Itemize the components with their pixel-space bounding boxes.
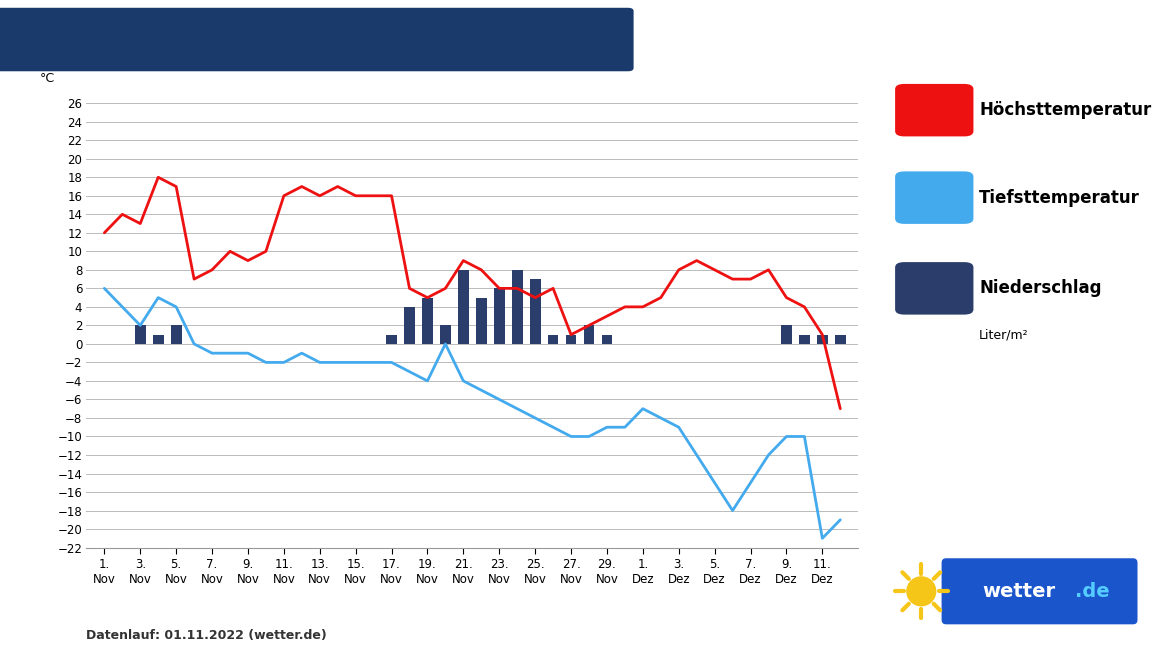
Bar: [404, 307, 415, 344]
Bar: [799, 334, 810, 344]
Bar: [835, 334, 846, 344]
Bar: [494, 288, 505, 344]
FancyBboxPatch shape: [941, 559, 1137, 624]
Bar: [601, 334, 613, 344]
Text: wetter: wetter: [983, 582, 1055, 601]
Bar: [386, 334, 397, 344]
Bar: [135, 325, 145, 344]
Bar: [817, 334, 828, 344]
Text: Höchsttemperatur: Höchsttemperatur: [979, 101, 1152, 119]
Bar: [530, 279, 540, 344]
Text: Garmisch - 42 Tage Wettertrend: Garmisch - 42 Tage Wettertrend: [12, 27, 463, 52]
Bar: [476, 297, 486, 344]
Bar: [547, 334, 559, 344]
Text: Datenlauf: 01.11.2022 (wetter.de): Datenlauf: 01.11.2022 (wetter.de): [86, 629, 327, 642]
Text: .de: .de: [1075, 582, 1109, 601]
Bar: [566, 334, 576, 344]
Text: °C: °C: [40, 72, 55, 85]
Circle shape: [907, 577, 935, 606]
Text: Niederschlag: Niederschlag: [979, 279, 1101, 297]
Bar: [170, 325, 182, 344]
Bar: [781, 325, 791, 344]
Bar: [511, 270, 523, 344]
Bar: [440, 325, 450, 344]
Bar: [584, 325, 594, 344]
Text: Liter/m²: Liter/m²: [979, 329, 1029, 341]
Bar: [422, 297, 433, 344]
Bar: [458, 270, 469, 344]
Text: Tiefsttemperatur: Tiefsttemperatur: [979, 189, 1140, 207]
Bar: [153, 334, 164, 344]
